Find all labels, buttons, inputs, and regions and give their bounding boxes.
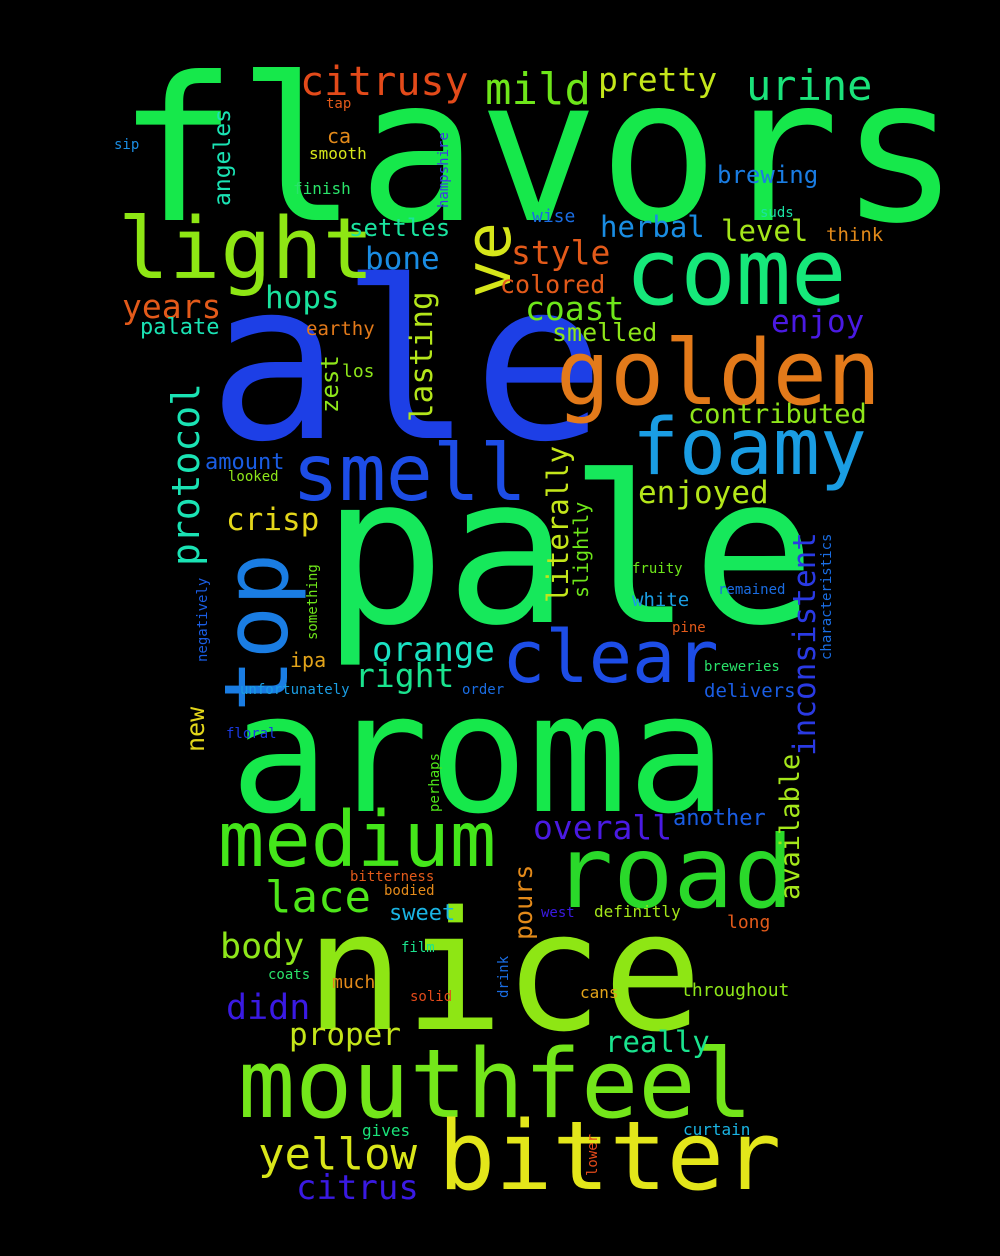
word-negatively: negatively [195, 577, 211, 662]
word-sip: sip [114, 137, 140, 153]
word-another: another [673, 806, 766, 831]
word-mouthfeel: mouthfeel [238, 1030, 753, 1140]
word-nice: nice [305, 876, 703, 1068]
word-light: light [118, 200, 374, 299]
word-clear: clear [502, 615, 719, 699]
word-ale: ale [208, 234, 606, 490]
word-enjoyed: enjoyed [638, 475, 769, 511]
word-years: years [122, 287, 222, 326]
word-white: white [632, 589, 690, 611]
word-los: los [342, 361, 375, 382]
word-pine: pine [672, 620, 706, 636]
word-ca: ca [327, 124, 352, 148]
word-order: order [462, 682, 505, 698]
word-proper: proper [289, 1017, 401, 1053]
word-right: right [355, 656, 455, 695]
word-smooth: smooth [309, 144, 367, 163]
word-protocol: protocol [164, 382, 208, 566]
word-new: new [181, 706, 210, 752]
word-body: body [220, 927, 305, 967]
word-contributed: contributed [688, 399, 867, 430]
word-aroma: aroma [230, 658, 727, 850]
word-golden: golden [556, 321, 882, 426]
word-mild: mild [485, 64, 591, 115]
word-pours: pours [509, 864, 538, 940]
word-smelled: smelled [552, 318, 658, 347]
word-flavors: flavors [117, 35, 960, 268]
word-come: come [625, 219, 847, 326]
word-didn: didn [226, 988, 311, 1028]
word-amount: amount [205, 450, 285, 475]
word-drink: drink [496, 955, 512, 998]
word-orange: orange [372, 630, 495, 670]
word-citrusy: citrusy [300, 59, 469, 105]
word-think: think [826, 224, 884, 246]
word-perhaps: perhaps [427, 752, 443, 812]
word-bitterness: bitterness [350, 869, 435, 885]
word-available: available [775, 753, 806, 900]
word-hops: hops [265, 280, 340, 316]
word-floral: floral [226, 726, 277, 742]
word-bone: bone [365, 241, 440, 277]
word-urine: urine [746, 61, 873, 110]
word-angeles: angeles [210, 109, 236, 206]
word-medium: medium [218, 796, 497, 885]
word-gives: gives [362, 1121, 411, 1140]
word-something: something [305, 564, 321, 640]
word-characteristics: characteristics [819, 533, 835, 660]
word-overall: overall [533, 808, 673, 847]
word-unfortunately: unfortunately [240, 682, 350, 698]
word-coats: coats [268, 967, 311, 983]
word-breweries: breweries [704, 659, 780, 675]
word-crisp: crisp [226, 502, 320, 538]
word-citrus: citrus [296, 1168, 419, 1208]
word-remained: remained [718, 582, 786, 598]
word-style: style [511, 233, 611, 272]
word-wise: wise [532, 206, 576, 227]
word-delivers: delivers [704, 680, 796, 702]
word-curtain: curtain [683, 1120, 751, 1139]
word-definitly: definitly [594, 902, 681, 921]
word-lower: lower [585, 1133, 601, 1176]
word-coast: coast [525, 289, 625, 328]
word-west: west [541, 905, 575, 921]
word-smell: smell [292, 429, 527, 519]
word-settles: settles [349, 214, 451, 242]
word-level: level [721, 214, 809, 248]
word-pretty: pretty [598, 60, 718, 99]
word-pale: pale [322, 433, 816, 671]
word-palate: palate [140, 315, 220, 340]
word-lace: lace [265, 872, 371, 923]
word-throughout: throughout [681, 980, 790, 1001]
word-bodied: bodied [384, 883, 435, 899]
word-solid: solid [410, 989, 453, 1005]
word-fruity: fruity [632, 561, 683, 577]
word-bitter: bitter [438, 1102, 782, 1212]
word-long: long [727, 912, 771, 933]
word-inconsistent: inconsistent [787, 532, 823, 756]
word-colored: colored [500, 270, 606, 299]
word-ipa: ipa [290, 648, 327, 672]
word-zest: zest [316, 355, 344, 413]
word-suds: suds [760, 205, 794, 221]
word-hampshire: hampshire [436, 132, 452, 208]
word-really: really [605, 1025, 710, 1059]
word-enjoy: enjoy [771, 304, 865, 340]
word-yellow: yellow [258, 1129, 417, 1180]
word-earthy: earthy [306, 318, 375, 340]
word-finish: finish [293, 179, 351, 198]
word-herbal: herbal [600, 210, 705, 244]
word-much: much [332, 972, 376, 993]
word-lasting: lasting [404, 291, 440, 422]
word-tap: tap [326, 96, 352, 112]
word-road: road [553, 814, 794, 931]
word-brewing: brewing [717, 161, 819, 189]
word-looked: looked [228, 469, 279, 485]
word-sweet: sweet [389, 901, 456, 926]
word-cans: cans [580, 983, 619, 1002]
word-slightly: slightly [569, 501, 593, 598]
word-foamy: foamy [632, 403, 867, 493]
word-film: film [401, 940, 435, 956]
